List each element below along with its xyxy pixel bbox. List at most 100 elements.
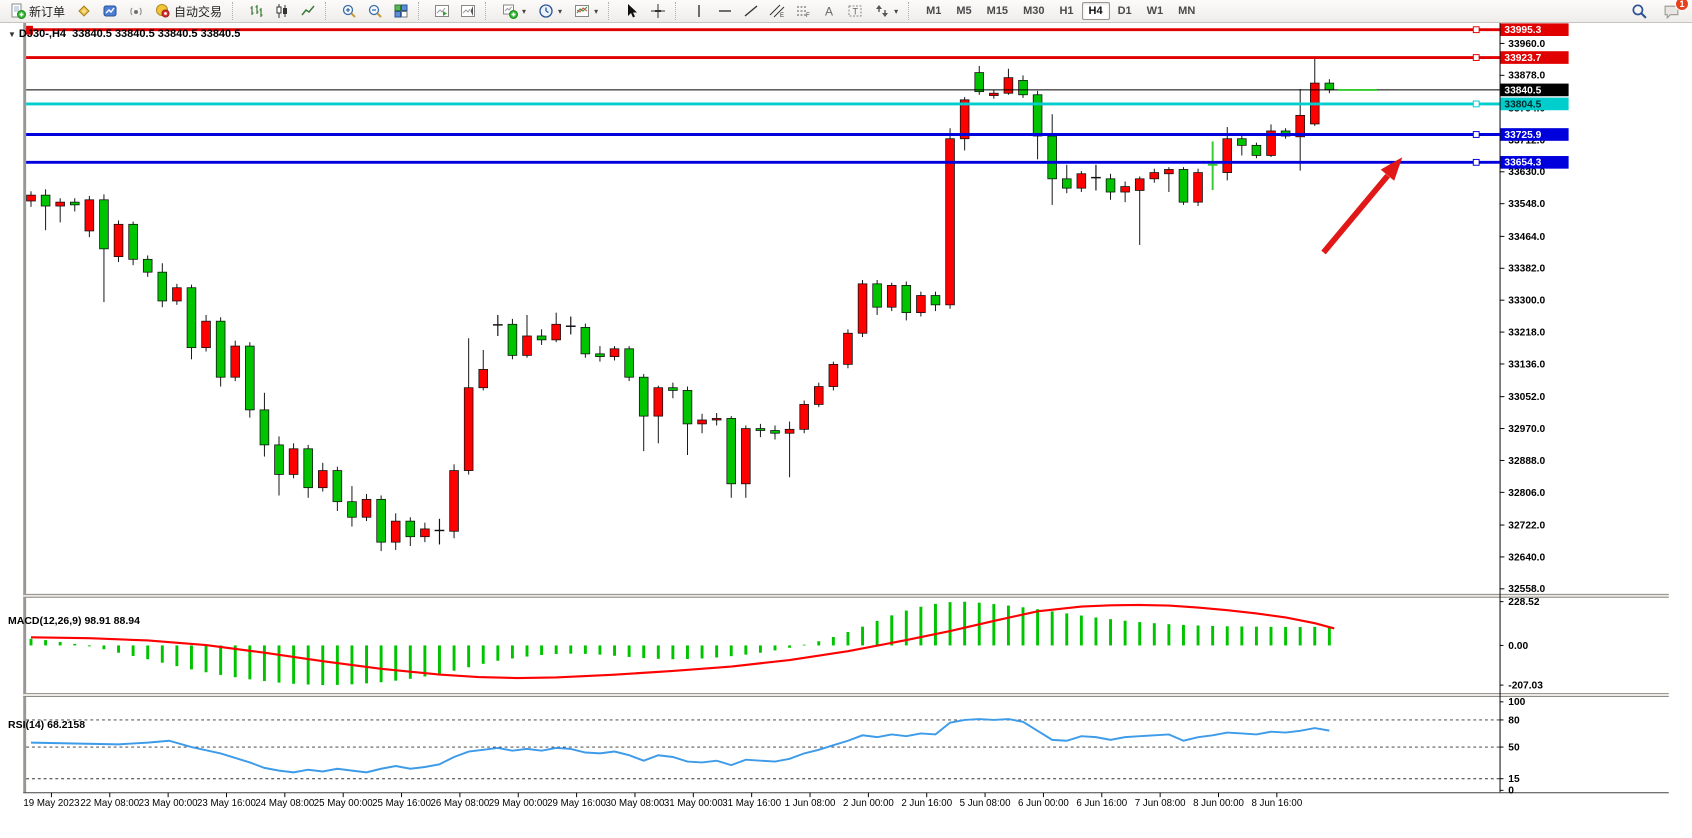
candle (215, 320, 226, 378)
timeframe-w1[interactable]: W1 (1146, 5, 1164, 17)
fibonacci-tool-button[interactable]: F (790, 0, 816, 23)
rsi-tick-label: 15 (1508, 774, 1520, 785)
chart-background (23, 23, 1669, 816)
line-handle[interactable] (1472, 54, 1480, 61)
auto-scroll-button[interactable] (429, 0, 455, 23)
zoom-in-button[interactable] (336, 0, 362, 23)
candle (872, 283, 882, 308)
candle (1134, 178, 1145, 191)
search-button[interactable] (1626, 0, 1652, 23)
timeframe-m15[interactable]: M15 (986, 5, 1009, 17)
macd-indicator-label: MACD(12,26,9) 98.91 88.94 (8, 615, 140, 627)
panel-separator[interactable] (23, 693, 1669, 697)
candle (478, 369, 489, 389)
candle (755, 428, 766, 431)
time-tick-label: 29 May 16:00 (547, 798, 606, 809)
candle (1105, 178, 1116, 193)
line-handle[interactable] (1472, 131, 1480, 138)
candlestick-mode-button[interactable] (269, 0, 295, 23)
trendline-tool-button[interactable] (738, 0, 764, 23)
channel-tool-button[interactable]: E (764, 0, 790, 23)
candle (886, 285, 897, 308)
time-tick-label: 26 May 08:00 (430, 798, 489, 809)
candle (682, 390, 693, 425)
crosshair-tool-button[interactable] (645, 0, 671, 23)
new-chart-button[interactable]: ▾ (496, 0, 532, 23)
zoom-out-button[interactable] (362, 0, 388, 23)
data-window-button[interactable] (71, 0, 97, 23)
text-label-tool-button[interactable]: T (842, 0, 868, 23)
chart-canvas[interactable]: 33960.033878.033794.033712.033630.033548… (0, 23, 1692, 838)
candle (959, 99, 970, 140)
candlestick-chart-icon (276, 4, 288, 18)
candle (770, 430, 780, 434)
periods-button[interactable]: ▾ (532, 0, 568, 23)
price-tick-label: 33464.0 (1508, 232, 1545, 243)
candle (40, 194, 51, 207)
market-watch-button[interactable] (97, 0, 123, 23)
price-tick-label: 33052.0 (1508, 392, 1545, 403)
candle (361, 498, 372, 518)
candle (1266, 130, 1276, 156)
chart-shift-icon (461, 5, 476, 17)
chart-title: ▼ DJ30-,H4 33840.5 33840.5 33840.5 33840.… (8, 28, 240, 40)
timeframe-m5[interactable]: M5 (956, 5, 972, 17)
tile-windows-button[interactable] (388, 0, 414, 23)
price-tick-label: 32722.0 (1508, 520, 1545, 531)
new-order-button[interactable]: 新订单 (4, 0, 71, 23)
notifications-button[interactable]: 1 (1658, 0, 1689, 23)
rsi-tick-label: 50 (1508, 742, 1520, 753)
timeframe-h1[interactable]: H1 (1059, 5, 1074, 17)
candle (828, 363, 839, 387)
candle (259, 409, 270, 446)
annotation-arrow-head[interactable] (1380, 157, 1403, 181)
time-tick-label: 8 Jun 16:00 (1251, 798, 1302, 809)
candle (536, 335, 547, 341)
time-tick-label: 2 Jun 00:00 (843, 798, 894, 809)
timeframe-m1[interactable]: M1 (926, 5, 942, 17)
candle (653, 387, 664, 417)
timeframe-m30[interactable]: M30 (1023, 5, 1045, 17)
timeframe-d1[interactable]: D1 (1117, 5, 1132, 17)
annotation-arrow[interactable] (1321, 173, 1390, 255)
timeframe-mn[interactable]: MN (1178, 5, 1196, 17)
line-chart-mode-button[interactable] (295, 0, 321, 23)
text-tool-button[interactable]: A (816, 0, 842, 23)
candle (1120, 186, 1130, 193)
autotrading-button[interactable]: 自动交易 (149, 0, 228, 23)
chart-ohlc: 33840.5 33840.5 33840.5 33840.5 (72, 28, 241, 40)
data-window-icon (78, 5, 90, 17)
rsi-tick-label: 0 (1508, 786, 1514, 797)
line-handle[interactable] (1472, 100, 1480, 108)
time-tick-label: 23 May 16:00 (197, 798, 256, 809)
toolbar-separator (485, 2, 493, 20)
price-tag (1500, 97, 1569, 111)
autotrading-label: 自动交易 (174, 4, 223, 19)
panel-separator[interactable] (23, 593, 1669, 598)
candle (814, 386, 824, 405)
toolbar-separator (608, 2, 616, 20)
timeframe-h4[interactable]: H4 (1081, 2, 1110, 20)
candle (449, 470, 459, 532)
arrows-tool-button[interactable]: ▾ (868, 0, 904, 23)
chart-window[interactable]: 33960.033878.033794.033712.033630.033548… (0, 23, 1692, 838)
candle (726, 418, 737, 485)
vertical-line-tool-button[interactable] (686, 0, 712, 23)
chart-shift-button[interactable] (455, 0, 481, 23)
time-tick-label: 6 Jun 00:00 (1018, 798, 1069, 809)
candle (1222, 138, 1233, 173)
candle (463, 387, 474, 471)
candle (274, 444, 284, 475)
candle (142, 258, 153, 273)
signals-button[interactable] (123, 0, 149, 23)
notification-badge: 1 (1675, 0, 1689, 11)
bar-chart-mode-button[interactable] (243, 0, 269, 23)
time-tick-label: 5 Jun 08:00 (960, 798, 1011, 809)
line-handle[interactable] (1472, 158, 1480, 166)
vertical-line-icon (698, 5, 700, 17)
line-handle[interactable] (1472, 26, 1480, 34)
candle (1076, 173, 1087, 189)
templates-button[interactable]: ▾ (568, 0, 604, 23)
horizontal-line-tool-button[interactable] (712, 0, 738, 23)
cursor-tool-button[interactable] (619, 0, 645, 23)
